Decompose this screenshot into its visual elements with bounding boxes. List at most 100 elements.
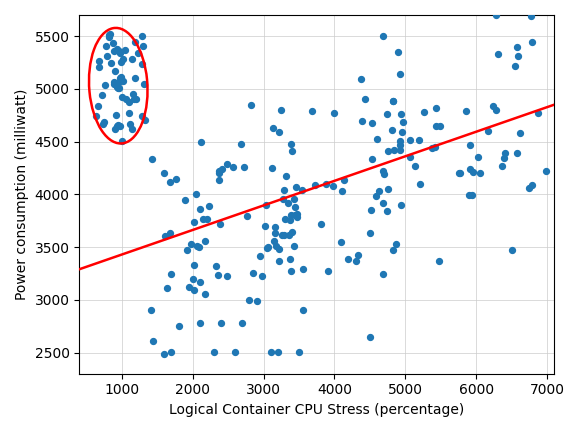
Point bbox=[159, 169, 168, 176]
Point bbox=[288, 229, 297, 236]
Point bbox=[119, 78, 128, 85]
Point bbox=[512, 150, 521, 157]
Point bbox=[465, 142, 474, 149]
Point bbox=[396, 202, 405, 209]
Point bbox=[498, 162, 507, 169]
Point bbox=[436, 123, 445, 130]
Point bbox=[105, 31, 114, 38]
Point bbox=[317, 221, 326, 228]
Point bbox=[267, 165, 277, 172]
Point bbox=[118, 56, 128, 63]
Point bbox=[465, 192, 474, 199]
Point bbox=[246, 101, 256, 108]
Point bbox=[115, 49, 125, 56]
Point bbox=[525, 185, 534, 192]
Point bbox=[383, 111, 392, 118]
Point bbox=[255, 253, 264, 260]
Point bbox=[493, 51, 502, 58]
Point bbox=[527, 38, 536, 45]
Point bbox=[112, 46, 121, 53]
Point bbox=[435, 257, 444, 264]
Point bbox=[508, 246, 517, 253]
Point bbox=[264, 244, 273, 251]
Point bbox=[514, 52, 523, 59]
Point bbox=[274, 257, 284, 264]
Point bbox=[285, 217, 295, 224]
Point bbox=[379, 33, 388, 40]
Point bbox=[291, 204, 300, 211]
Point bbox=[510, 63, 519, 70]
Point bbox=[273, 348, 282, 355]
Point bbox=[354, 251, 363, 258]
Point bbox=[488, 102, 498, 109]
Point bbox=[113, 83, 122, 90]
Point bbox=[286, 141, 295, 148]
Point bbox=[137, 61, 146, 68]
Point bbox=[292, 214, 302, 221]
Point bbox=[297, 186, 306, 193]
Point bbox=[213, 272, 223, 279]
Point bbox=[110, 48, 119, 54]
Point bbox=[383, 186, 392, 193]
Point bbox=[379, 170, 389, 177]
Point bbox=[476, 170, 485, 177]
Point bbox=[455, 169, 465, 176]
Point bbox=[174, 323, 183, 330]
Point bbox=[160, 350, 169, 357]
Point bbox=[387, 127, 396, 133]
Point bbox=[147, 156, 157, 162]
Point bbox=[378, 200, 387, 206]
Point bbox=[167, 348, 176, 355]
Point bbox=[431, 144, 440, 151]
Point bbox=[120, 47, 129, 54]
Point bbox=[373, 136, 382, 143]
Point bbox=[201, 291, 210, 298]
Point bbox=[137, 33, 147, 40]
Point bbox=[534, 109, 543, 116]
Point bbox=[311, 182, 320, 189]
Point bbox=[288, 147, 297, 154]
Point bbox=[500, 149, 509, 156]
Point bbox=[284, 200, 293, 206]
Point bbox=[102, 42, 111, 49]
Point bbox=[113, 123, 122, 130]
Point bbox=[184, 284, 193, 291]
Point bbox=[432, 105, 441, 111]
Point bbox=[186, 241, 195, 248]
Point bbox=[125, 109, 134, 116]
Point bbox=[274, 245, 284, 252]
Point bbox=[527, 181, 536, 188]
Point bbox=[287, 268, 296, 275]
Point bbox=[274, 128, 284, 135]
Point bbox=[281, 172, 290, 179]
Point bbox=[130, 74, 140, 81]
Point bbox=[204, 203, 213, 210]
Point bbox=[432, 122, 441, 129]
Point bbox=[336, 238, 346, 245]
Point bbox=[128, 55, 137, 62]
Point bbox=[270, 229, 280, 236]
Point bbox=[245, 296, 254, 303]
Point bbox=[266, 348, 276, 355]
Point bbox=[94, 57, 103, 64]
Point bbox=[117, 94, 126, 101]
Point bbox=[93, 102, 103, 109]
Point bbox=[102, 53, 111, 60]
Point bbox=[281, 216, 290, 222]
Point bbox=[269, 125, 278, 132]
Point bbox=[307, 108, 317, 114]
Point bbox=[242, 213, 252, 220]
Point bbox=[211, 263, 220, 270]
Point bbox=[383, 207, 392, 214]
Point bbox=[113, 85, 122, 92]
Point bbox=[124, 98, 133, 105]
Point bbox=[110, 67, 119, 74]
Point bbox=[196, 139, 205, 146]
Point bbox=[261, 201, 270, 208]
Point bbox=[109, 80, 118, 87]
Point bbox=[214, 168, 223, 175]
Point bbox=[455, 170, 464, 177]
Point bbox=[203, 216, 212, 222]
Point bbox=[299, 307, 308, 314]
Point bbox=[115, 74, 124, 81]
